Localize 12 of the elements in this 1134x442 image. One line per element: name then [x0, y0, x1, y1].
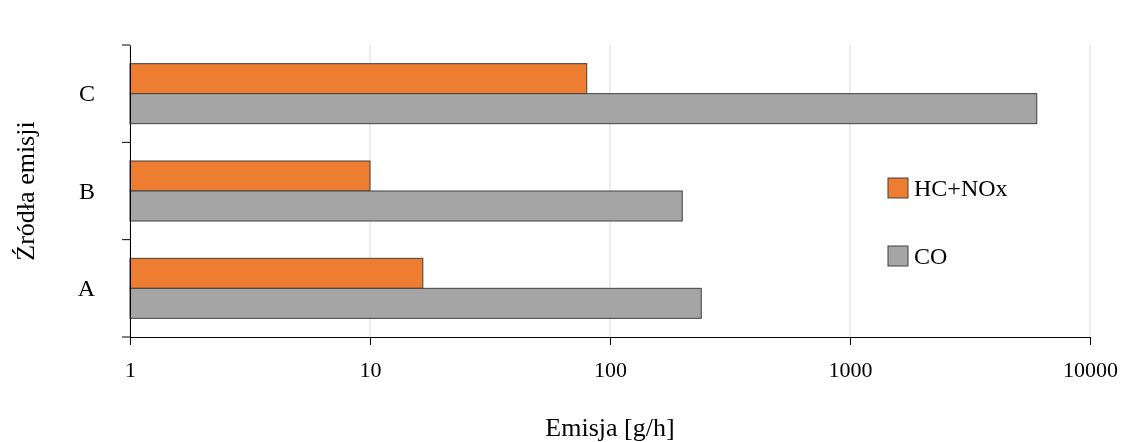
y-axis-title: Źródła emisji [11, 121, 40, 261]
x-tick-label: 1000 [828, 356, 873, 382]
x-tick-label: 10000 [1063, 356, 1118, 382]
legend-label: CO [914, 243, 948, 269]
x-tick-label: 100 [594, 356, 627, 382]
y-tick-label: B [78, 177, 95, 204]
x-axis-title: Emisja [g/h] [545, 413, 675, 442]
y-tick-label: C [78, 80, 95, 107]
legend-label: HC+NOx [914, 175, 1008, 201]
x-tick-label: 10 [359, 356, 382, 382]
x-tick-label: 1 [125, 356, 136, 382]
y-tick-label: A [77, 275, 96, 302]
